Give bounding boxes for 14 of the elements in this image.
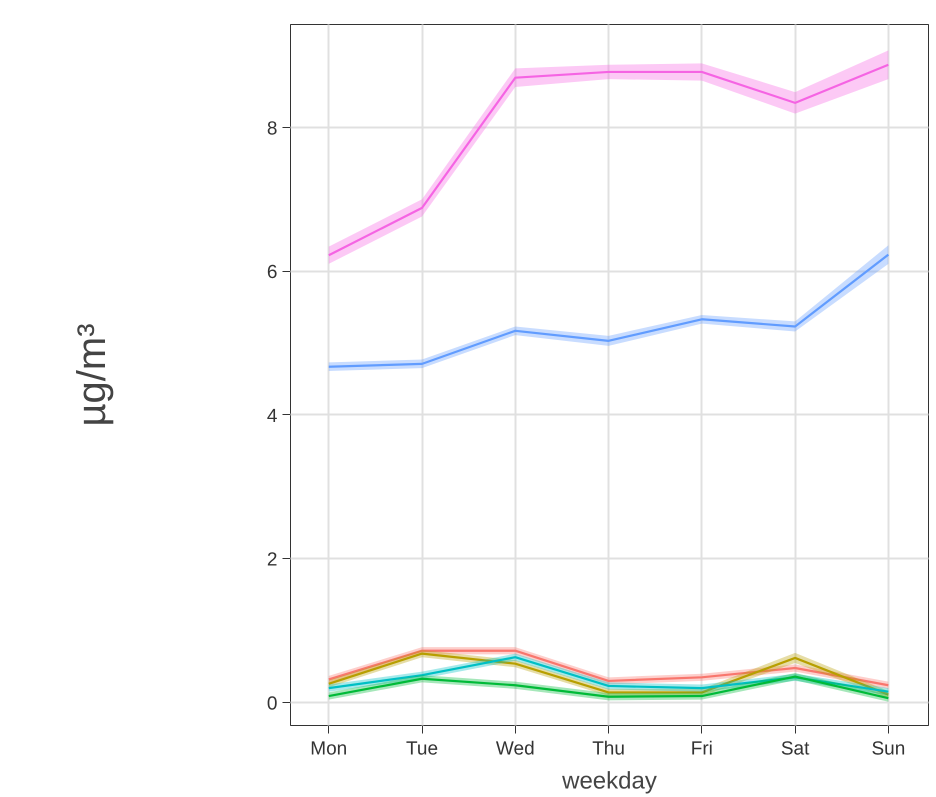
- x-tick-label: Sat: [780, 738, 810, 760]
- y-tick-label: 4: [266, 406, 278, 427]
- x-tick-label: Fri: [690, 738, 713, 760]
- y-tick-label: 2: [266, 550, 278, 571]
- x-tick-label: Thu: [592, 738, 625, 760]
- x-axis-title: weekday: [561, 768, 657, 794]
- x-tick-label: Sun: [871, 738, 906, 760]
- y-tick-label: 6: [266, 262, 278, 284]
- x-tick-label: Mon: [310, 738, 348, 760]
- x-tick-label: Wed: [496, 738, 535, 760]
- x-tick-label: Tue: [406, 738, 438, 760]
- y-tick-label: 8: [266, 118, 278, 140]
- y-tick-label: 0: [266, 693, 278, 714]
- y-axis-title: µg/m³: [70, 323, 114, 427]
